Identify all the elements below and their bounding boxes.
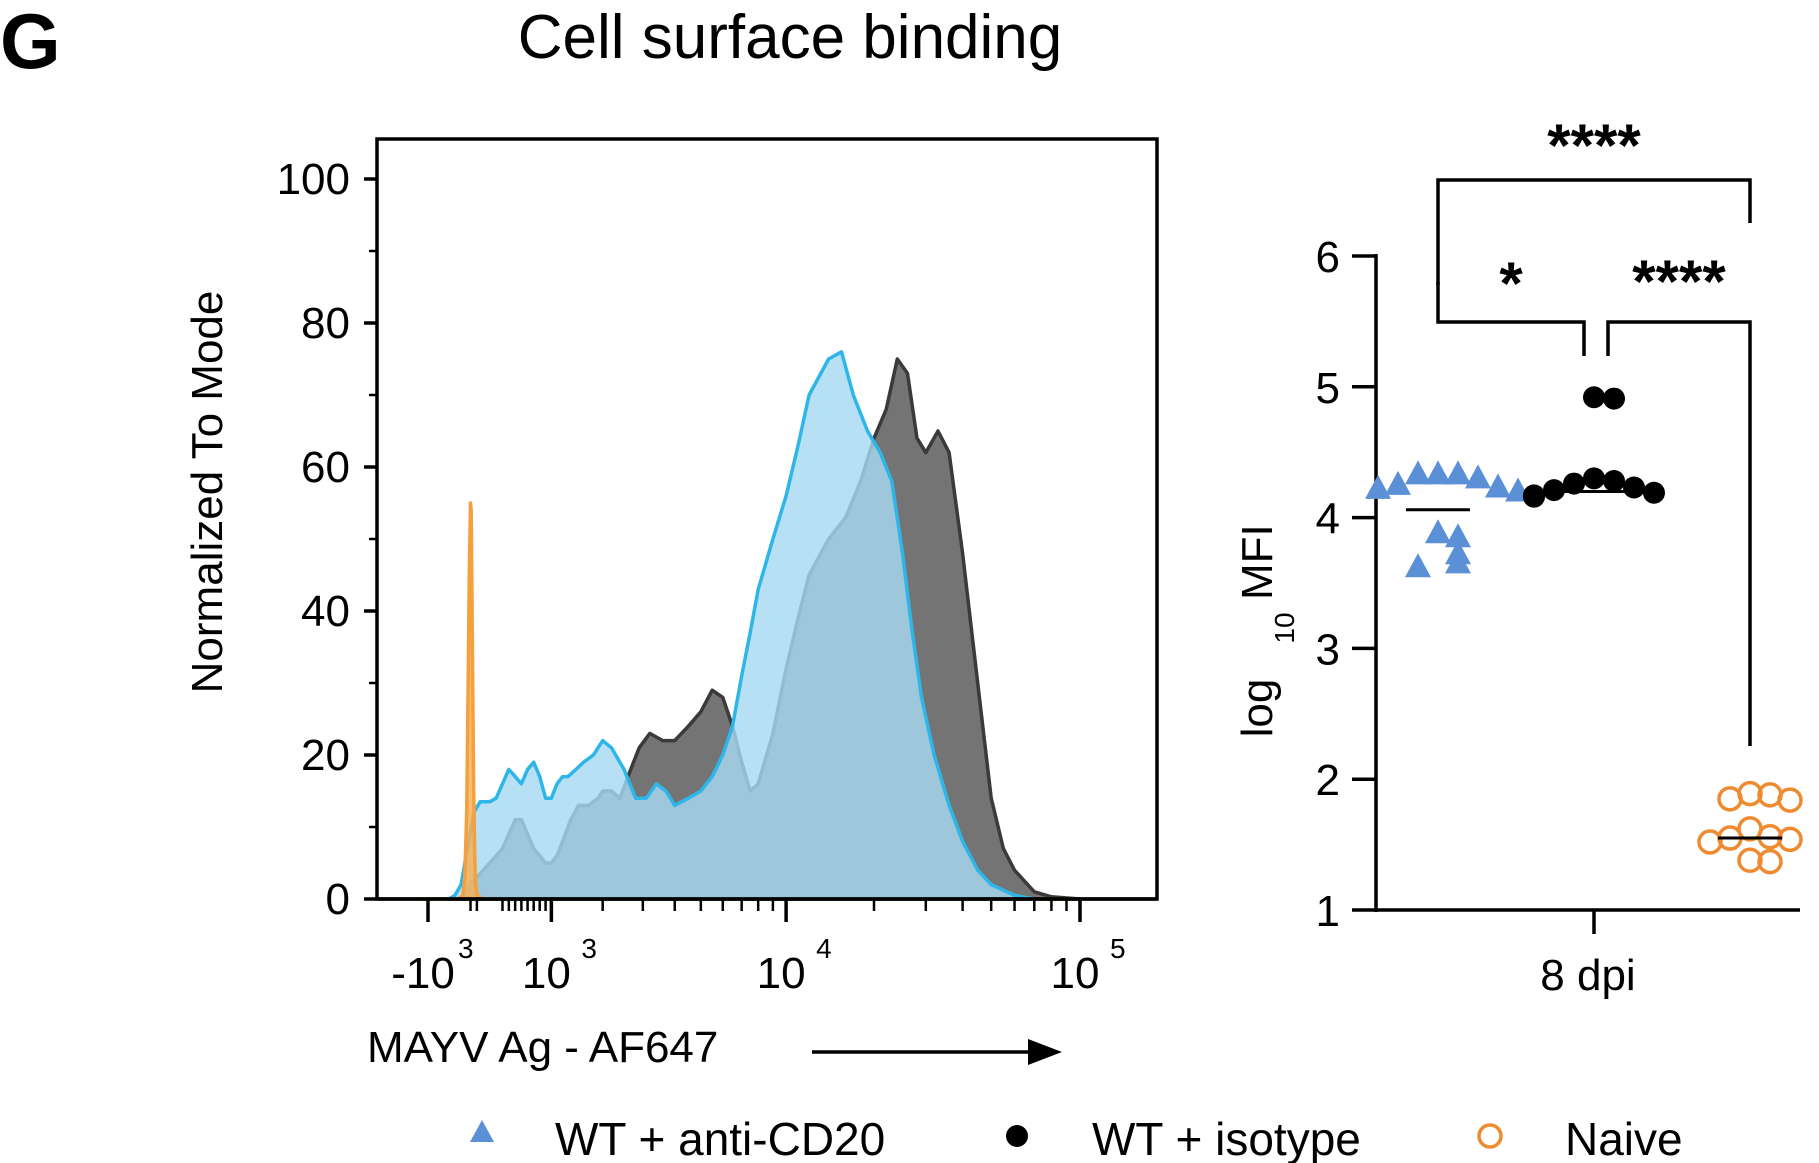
histogram-y-tick-label: 80	[301, 299, 350, 348]
point-naive	[1777, 787, 1803, 813]
significance-bracket	[1436, 178, 1752, 285]
point-wt-anti-cd20	[1465, 464, 1491, 489]
histogram-series-wt-anti-cd20	[446, 350, 1037, 901]
histogram-x-tick-exponent: 3	[581, 933, 597, 964]
histogram-x-tick-label: -10	[391, 949, 455, 998]
point-naive	[1757, 848, 1783, 875]
scatter-points	[1365, 386, 1803, 875]
point-wt-isotype	[1563, 472, 1585, 495]
legend-marker-open-circle	[1477, 1123, 1503, 1149]
point-wt-anti-cd20	[1445, 460, 1471, 485]
histogram-y-tick-label: 0	[326, 875, 350, 924]
point-wt-anti-cd20	[1385, 470, 1411, 495]
point-wt-isotype	[1583, 386, 1605, 409]
point-wt-anti-cd20	[1405, 553, 1431, 578]
point-wt-anti-cd20	[1445, 523, 1471, 548]
scatter-x-axis-label: 8 dpi	[1540, 951, 1635, 1000]
histogram-x-axis-label: MAYV Ag - AF647	[367, 1023, 718, 1072]
legend: WT + anti-CD20 WT + isotype Naive	[470, 1113, 1683, 1163]
point-naive	[1717, 786, 1743, 812]
legend-label-anti-cd20: WT + anti-CD20	[555, 1113, 885, 1163]
scatter-y-tick-label: 2	[1316, 756, 1340, 805]
histogram-y-tick-label: 40	[301, 587, 350, 636]
point-wt-isotype	[1643, 481, 1665, 504]
scatter-y-tick-label: 4	[1316, 495, 1340, 544]
histogram-y-tick-label: 60	[301, 443, 350, 492]
point-wt-isotype	[1523, 485, 1545, 508]
x-axis-direction-arrow	[812, 1039, 1062, 1065]
histogram-y-axis: 0 20 40 60 80 100	[277, 155, 377, 924]
point-wt-anti-cd20	[1425, 519, 1451, 544]
histogram-x-tick-label: 10	[1051, 949, 1100, 998]
significance-label: *	[1499, 250, 1523, 317]
scatter-y-tick-label: 1	[1316, 887, 1340, 936]
legend-label-isotype: WT + isotype	[1092, 1113, 1361, 1163]
histogram-x-tick-label: 10	[757, 949, 806, 998]
legend-marker-triangle	[470, 1120, 494, 1142]
histogram-x-tick-exponent: 3	[458, 933, 474, 964]
point-wt-isotype	[1543, 479, 1565, 502]
y-label-log: log	[1233, 679, 1282, 738]
panel-label: G	[0, 0, 61, 85]
histogram-series-group	[415, 350, 1082, 901]
point-wt-anti-cd20	[1405, 460, 1431, 485]
point-wt-isotype	[1603, 387, 1625, 410]
significance-brackets: ***** ****	[1436, 112, 1752, 746]
point-wt-isotype	[1583, 467, 1605, 490]
scatter-y-axis-label: log 10 MFI	[1233, 524, 1300, 737]
legend-marker-circle	[1006, 1125, 1028, 1147]
point-naive	[1697, 829, 1723, 855]
significance-label: ****	[1632, 248, 1726, 315]
point-wt-isotype	[1623, 476, 1645, 499]
point-wt-anti-cd20	[1365, 474, 1391, 499]
significance-bracket	[1436, 282, 1586, 356]
point-wt-anti-cd20	[1445, 549, 1471, 574]
histogram-x-tick-label: 10	[522, 949, 571, 998]
histogram-y-tick-label: 20	[301, 731, 350, 780]
point-wt-anti-cd20	[1425, 460, 1451, 485]
scatter-y-tick-label: 3	[1316, 625, 1340, 674]
histogram-y-axis-label: Normalized To Mode	[183, 291, 232, 694]
point-wt-anti-cd20	[1485, 473, 1511, 498]
histogram-x-tick-exponent: 5	[1110, 933, 1126, 964]
chart-title: Cell surface binding	[518, 3, 1063, 72]
legend-label-naive: Naive	[1565, 1113, 1683, 1163]
significance-label: ****	[1547, 112, 1641, 179]
histogram-y-tick-label: 100	[277, 155, 350, 204]
scatter-y-tick-label: 6	[1316, 233, 1340, 282]
y-label-mfi: MFI	[1233, 524, 1282, 600]
histogram-x-tick-exponent: 4	[816, 933, 832, 964]
scatter-y-tick-label: 5	[1316, 364, 1340, 413]
point-wt-isotype	[1603, 469, 1625, 492]
point-naive	[1737, 847, 1763, 874]
scatter-axes: 1 2 3 4 5 6	[1316, 233, 1800, 936]
y-label-subscript: 10	[1269, 612, 1300, 643]
significance-bracket	[1606, 320, 1752, 746]
